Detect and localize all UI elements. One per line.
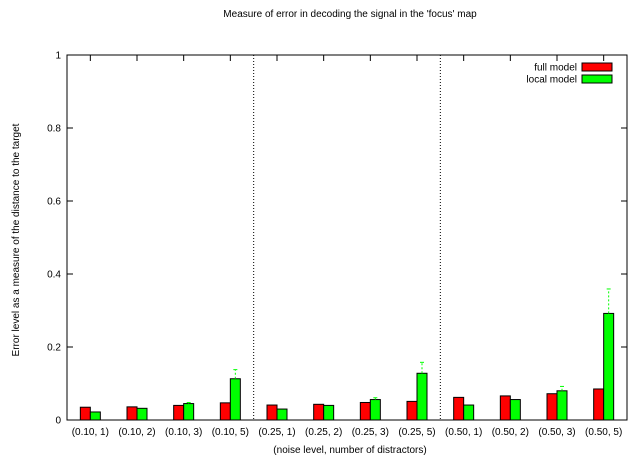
bar-full-model <box>593 388 605 421</box>
chart-title: Measure of error in decoding the signal … <box>223 9 477 20</box>
y-tick-label: 0 <box>55 416 61 427</box>
bar-local-model <box>276 408 288 421</box>
y-tick-label: 0.2 <box>47 343 61 354</box>
x-tick-label: (0.25, 3) <box>352 427 389 438</box>
x-tick-label: (0.50, 5) <box>585 427 622 438</box>
bar-local-model <box>416 372 428 421</box>
y-tick-label: 0.6 <box>47 197 61 208</box>
x-tick-label: (0.50, 1) <box>445 427 482 438</box>
x-axis-label: (noise level, number of distractors) <box>273 445 426 456</box>
y-tick-label: 0.4 <box>47 270 61 281</box>
bar-full-model <box>266 404 278 421</box>
bar-full-model <box>499 395 511 421</box>
legend-label: local model <box>526 75 577 86</box>
bar-local-model <box>89 411 101 421</box>
bar-local-model <box>463 404 475 421</box>
bar-full-model <box>406 400 418 421</box>
x-tick-label: (0.50, 2) <box>492 427 529 438</box>
bar-full-model <box>126 406 138 421</box>
bar-local-model <box>369 399 381 421</box>
x-tick-label: (0.25, 1) <box>258 427 295 438</box>
x-tick-label: (0.10, 3) <box>165 427 202 438</box>
bar-full-model <box>359 401 371 421</box>
x-tick-label: (0.10, 1) <box>72 427 109 438</box>
legend-label: full model <box>534 63 577 74</box>
bar-full-model <box>313 403 325 421</box>
bar-full-model <box>219 402 231 421</box>
bar-local-model <box>136 407 148 421</box>
plot-frame <box>66 54 628 421</box>
plot-area: 0 0.2 0.4 0.6 0.8 1 (0.10, 1) (0.10, 2) (0.10, 3… <box>47 51 628 438</box>
x-tick-label: (0.10, 2) <box>118 427 155 438</box>
legend-swatch <box>581 62 613 72</box>
bar-full-model <box>173 404 185 421</box>
x-tick-label: (0.25, 5) <box>398 427 435 438</box>
y-tick-label: 0.8 <box>47 124 61 135</box>
bar-local-model <box>509 399 521 421</box>
bar-local-model <box>229 378 241 421</box>
bar-local-model <box>556 390 568 421</box>
legend-swatch <box>581 74 613 84</box>
bar-local-model <box>603 312 615 421</box>
bar-full-model <box>79 406 91 421</box>
bar-local-model <box>323 404 335 421</box>
bar-full-model <box>546 393 558 421</box>
bar-local-model <box>183 403 195 421</box>
x-tick-label: (0.25, 2) <box>305 427 342 438</box>
y-axis-label: Error level as a measure of the distance… <box>11 123 22 356</box>
x-tick-label: (0.50, 3) <box>538 427 575 438</box>
x-tick-label: (0.10, 5) <box>212 427 249 438</box>
bar-full-model <box>453 396 465 421</box>
y-tick-label: 1 <box>55 51 61 62</box>
